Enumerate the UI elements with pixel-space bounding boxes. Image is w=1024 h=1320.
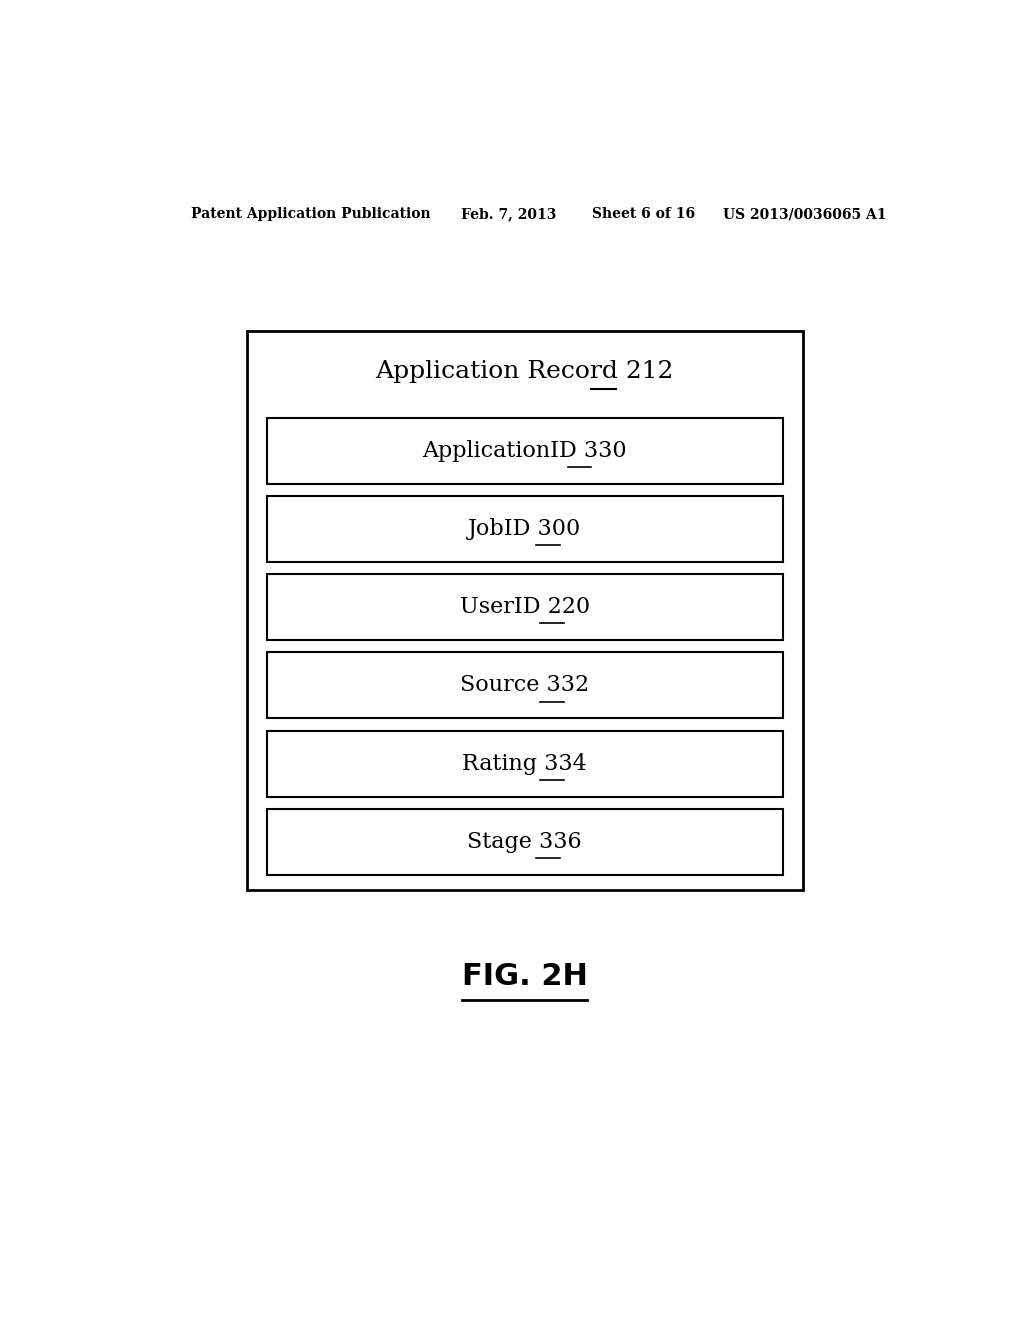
- Bar: [267, 652, 782, 718]
- Text: ApplicationID 330: ApplicationID 330: [423, 440, 627, 462]
- Text: Application Record 212: Application Record 212: [376, 360, 674, 383]
- Text: Feb. 7, 2013: Feb. 7, 2013: [461, 207, 557, 222]
- Text: Stage 336: Stage 336: [468, 830, 582, 853]
- Text: Source 332: Source 332: [460, 675, 590, 697]
- Text: Rating 334: Rating 334: [463, 752, 587, 775]
- Text: US 2013/0036065 A1: US 2013/0036065 A1: [723, 207, 887, 222]
- Text: Patent Application Publication: Patent Application Publication: [191, 207, 431, 222]
- Bar: [267, 496, 782, 562]
- Bar: [267, 417, 782, 483]
- Text: Sheet 6 of 16: Sheet 6 of 16: [592, 207, 695, 222]
- Text: JobID 300: JobID 300: [468, 517, 582, 540]
- Text: UserID 220: UserID 220: [460, 597, 590, 618]
- Bar: [267, 574, 782, 640]
- Bar: [267, 809, 782, 875]
- Bar: [247, 331, 803, 890]
- Text: FIG. 2H: FIG. 2H: [462, 962, 588, 991]
- Bar: [267, 731, 782, 797]
